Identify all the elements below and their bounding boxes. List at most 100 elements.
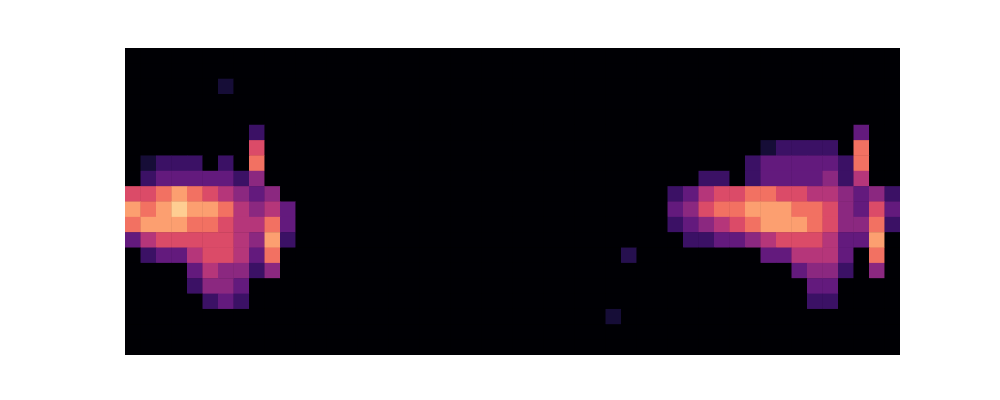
cell <box>420 278 436 294</box>
cell <box>420 63 436 79</box>
cell <box>125 48 141 64</box>
cell <box>668 79 684 95</box>
cell <box>203 294 219 310</box>
cell <box>451 263 467 279</box>
cell <box>590 140 606 156</box>
cell <box>156 63 172 79</box>
cell <box>156 109 172 125</box>
cell <box>606 155 622 171</box>
cell <box>249 248 265 264</box>
cell <box>435 232 451 248</box>
cell <box>699 340 715 355</box>
cell <box>559 140 575 156</box>
cell <box>885 324 901 340</box>
cell <box>869 94 885 110</box>
cell <box>823 171 839 187</box>
cell <box>807 278 823 294</box>
cell <box>823 340 839 355</box>
cell <box>575 109 591 125</box>
cell <box>358 94 374 110</box>
cell <box>187 294 203 310</box>
cell <box>730 125 746 141</box>
cell <box>652 294 668 310</box>
cell <box>792 248 808 264</box>
cell <box>497 324 513 340</box>
cell <box>420 263 436 279</box>
cell <box>203 278 219 294</box>
cell <box>435 79 451 95</box>
cell <box>668 125 684 141</box>
cell <box>482 48 498 64</box>
cell <box>265 278 281 294</box>
cell <box>280 294 296 310</box>
cell <box>823 324 839 340</box>
cell <box>575 217 591 233</box>
cell <box>358 248 374 264</box>
cell <box>730 109 746 125</box>
cell <box>761 294 777 310</box>
cell <box>807 109 823 125</box>
cell <box>342 109 358 125</box>
cell <box>265 202 281 218</box>
cell <box>730 324 746 340</box>
cell <box>869 340 885 355</box>
cell <box>637 217 653 233</box>
cell <box>745 217 761 233</box>
cell <box>342 217 358 233</box>
cell <box>482 340 498 355</box>
cell <box>885 155 901 171</box>
cell <box>854 48 870 64</box>
cell <box>807 324 823 340</box>
cell <box>327 202 343 218</box>
cell <box>280 186 296 202</box>
cell <box>125 109 141 125</box>
cell <box>497 340 513 355</box>
cell <box>699 109 715 125</box>
cell <box>745 309 761 325</box>
cell <box>404 48 420 64</box>
cell <box>203 94 219 110</box>
cell <box>652 340 668 355</box>
cell <box>823 309 839 325</box>
cell <box>265 294 281 310</box>
cell <box>683 202 699 218</box>
cell <box>497 63 513 79</box>
cell <box>296 232 312 248</box>
cell <box>420 324 436 340</box>
cell <box>172 294 188 310</box>
cell <box>172 309 188 325</box>
cell <box>466 171 482 187</box>
cell <box>761 309 777 325</box>
cell <box>234 63 250 79</box>
cell <box>544 125 560 141</box>
cell <box>420 125 436 141</box>
cell <box>373 324 389 340</box>
cell <box>203 109 219 125</box>
cell <box>280 232 296 248</box>
cell <box>296 186 312 202</box>
cell <box>869 324 885 340</box>
cell <box>234 340 250 355</box>
cell <box>358 217 374 233</box>
cell <box>234 155 250 171</box>
cell <box>358 63 374 79</box>
cell <box>730 217 746 233</box>
cell <box>141 294 157 310</box>
cell <box>451 79 467 95</box>
cell <box>373 248 389 264</box>
cell <box>854 186 870 202</box>
cell <box>327 217 343 233</box>
cell <box>435 140 451 156</box>
cell <box>187 263 203 279</box>
cell <box>745 171 761 187</box>
cell <box>714 125 730 141</box>
cell <box>141 63 157 79</box>
cell <box>668 186 684 202</box>
cell <box>141 263 157 279</box>
cell <box>730 155 746 171</box>
cell <box>714 109 730 125</box>
cell <box>606 63 622 79</box>
cell <box>714 263 730 279</box>
cell <box>854 94 870 110</box>
cell <box>466 186 482 202</box>
